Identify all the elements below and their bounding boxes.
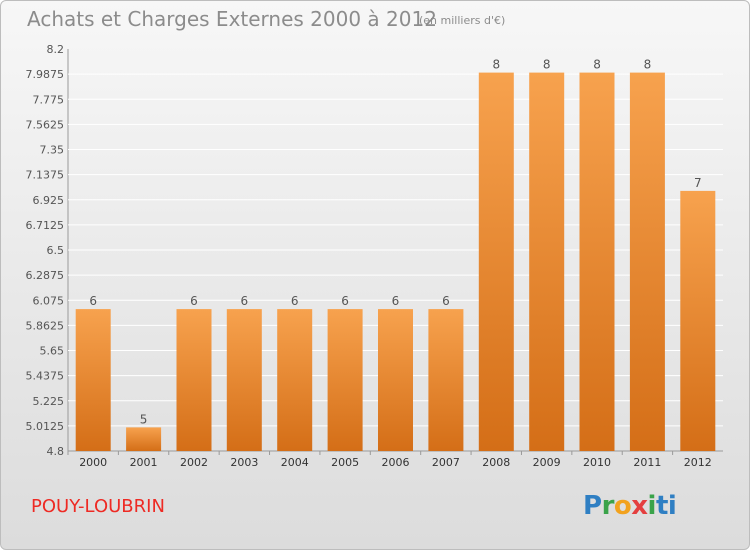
x-tick-label: 2004 bbox=[281, 456, 309, 469]
x-tick-label: 2008 bbox=[482, 456, 510, 469]
data-label: 8 bbox=[644, 58, 652, 72]
bar bbox=[378, 309, 413, 451]
y-tick-label: 5.65 bbox=[40, 345, 65, 358]
data-label: 7 bbox=[694, 176, 702, 190]
y-tick-label: 5.0125 bbox=[26, 420, 65, 433]
data-label: 6 bbox=[241, 294, 249, 308]
y-tick-label: 7.35 bbox=[40, 144, 65, 157]
bar bbox=[126, 427, 162, 451]
bar bbox=[75, 309, 111, 451]
x-tick-label: 2001 bbox=[130, 456, 158, 469]
data-label: 8 bbox=[492, 58, 500, 72]
chart-title: Achats et Charges Externes 2000 à 2012 bbox=[27, 7, 437, 31]
y-tick-label: 5.8625 bbox=[26, 319, 65, 332]
town-name: POUY-LOUBRIN bbox=[31, 496, 165, 517]
data-label: 5 bbox=[140, 412, 148, 426]
logo-letter: o bbox=[613, 491, 632, 521]
data-label: 6 bbox=[442, 294, 450, 308]
bar bbox=[428, 309, 464, 451]
bar bbox=[226, 309, 262, 451]
data-label: 8 bbox=[593, 58, 601, 72]
x-tick-label: 2002 bbox=[180, 456, 208, 469]
bar bbox=[680, 190, 716, 451]
y-tick-label: 7.9875 bbox=[26, 68, 65, 81]
bar bbox=[478, 72, 514, 451]
y-tick-label: 6.2875 bbox=[26, 269, 65, 282]
y-tick-label: 6.7125 bbox=[26, 219, 65, 232]
y-tick-label: 4.8 bbox=[47, 445, 65, 458]
x-tick-label: 2006 bbox=[382, 456, 410, 469]
y-tick-label: 5.4375 bbox=[26, 370, 65, 383]
x-tick-label: 2003 bbox=[230, 456, 258, 469]
bar bbox=[579, 72, 615, 451]
bar bbox=[277, 309, 313, 451]
x-tick-label: 2012 bbox=[684, 456, 712, 469]
y-tick-label: 5.225 bbox=[33, 395, 65, 408]
y-tick-label: 8.2 bbox=[47, 43, 65, 56]
bar bbox=[327, 309, 363, 451]
chart-unit: (en milliers d'€) bbox=[419, 14, 506, 27]
bar bbox=[529, 72, 565, 451]
y-tick-label: 7.1375 bbox=[26, 169, 65, 182]
bar bbox=[176, 309, 212, 451]
data-label: 6 bbox=[392, 294, 400, 308]
x-tick-label: 2009 bbox=[533, 456, 561, 469]
data-label: 6 bbox=[341, 294, 349, 308]
x-tick-label: 2007 bbox=[432, 456, 460, 469]
logo-letter: x bbox=[631, 491, 648, 521]
y-tick-label: 7.775 bbox=[33, 93, 65, 106]
data-label: 6 bbox=[291, 294, 299, 308]
x-tick-label: 2010 bbox=[583, 456, 611, 469]
logo-letter: ti bbox=[655, 491, 677, 521]
x-tick-label: 2000 bbox=[79, 456, 107, 469]
data-label: 8 bbox=[543, 58, 551, 72]
y-tick-label: 6.5 bbox=[47, 244, 65, 257]
x-tick-label: 2005 bbox=[331, 456, 359, 469]
y-tick-label: 7.5625 bbox=[26, 118, 65, 131]
bar bbox=[629, 72, 665, 451]
y-tick-label: 6.075 bbox=[33, 294, 65, 307]
data-label: 6 bbox=[190, 294, 198, 308]
x-tick-label: 2011 bbox=[633, 456, 661, 469]
y-tick-label: 6.925 bbox=[33, 194, 65, 207]
proxiti-logo[interactable]: Proxiti bbox=[583, 491, 677, 521]
logo-letter: i bbox=[647, 491, 657, 521]
logo-letter: P bbox=[583, 491, 602, 521]
logo-letter: r bbox=[601, 491, 615, 521]
data-label: 6 bbox=[89, 294, 97, 308]
